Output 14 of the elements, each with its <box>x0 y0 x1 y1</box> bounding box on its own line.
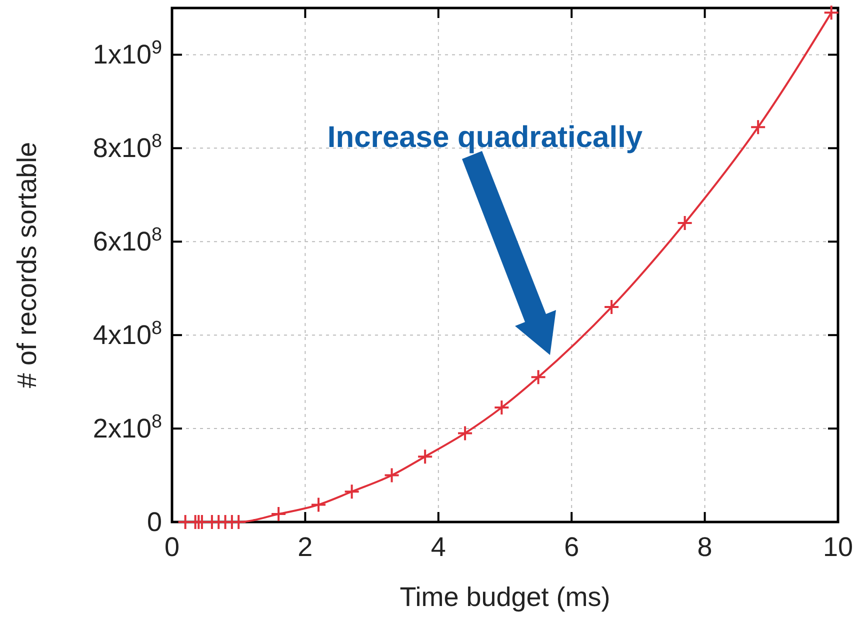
annotation: Increase quadratically <box>327 120 643 154</box>
y-tick-label: 6x10$^{8}$ <box>92 224 162 257</box>
y-tick-label: 1x10$^{9}$ <box>92 37 162 70</box>
x-tick-label: 10 <box>822 532 854 562</box>
x-axis-title: Time budget (ms) <box>400 582 610 612</box>
x-tick-label: 4 <box>430 532 446 562</box>
y-tick-label: 4x10$^{8}$ <box>92 318 162 350</box>
y-tick-label: 8x10$^{8}$ <box>92 130 162 164</box>
y-tick-label: 2x10$^{8}$ <box>92 411 162 444</box>
y-tick-label: 0 <box>146 507 162 537</box>
x-tick-label: 2 <box>298 532 313 562</box>
x-tick-label: 6 <box>564 532 580 562</box>
x-tick-label: 8 <box>697 532 712 562</box>
y-axis-title: # of records sortable <box>12 142 42 388</box>
